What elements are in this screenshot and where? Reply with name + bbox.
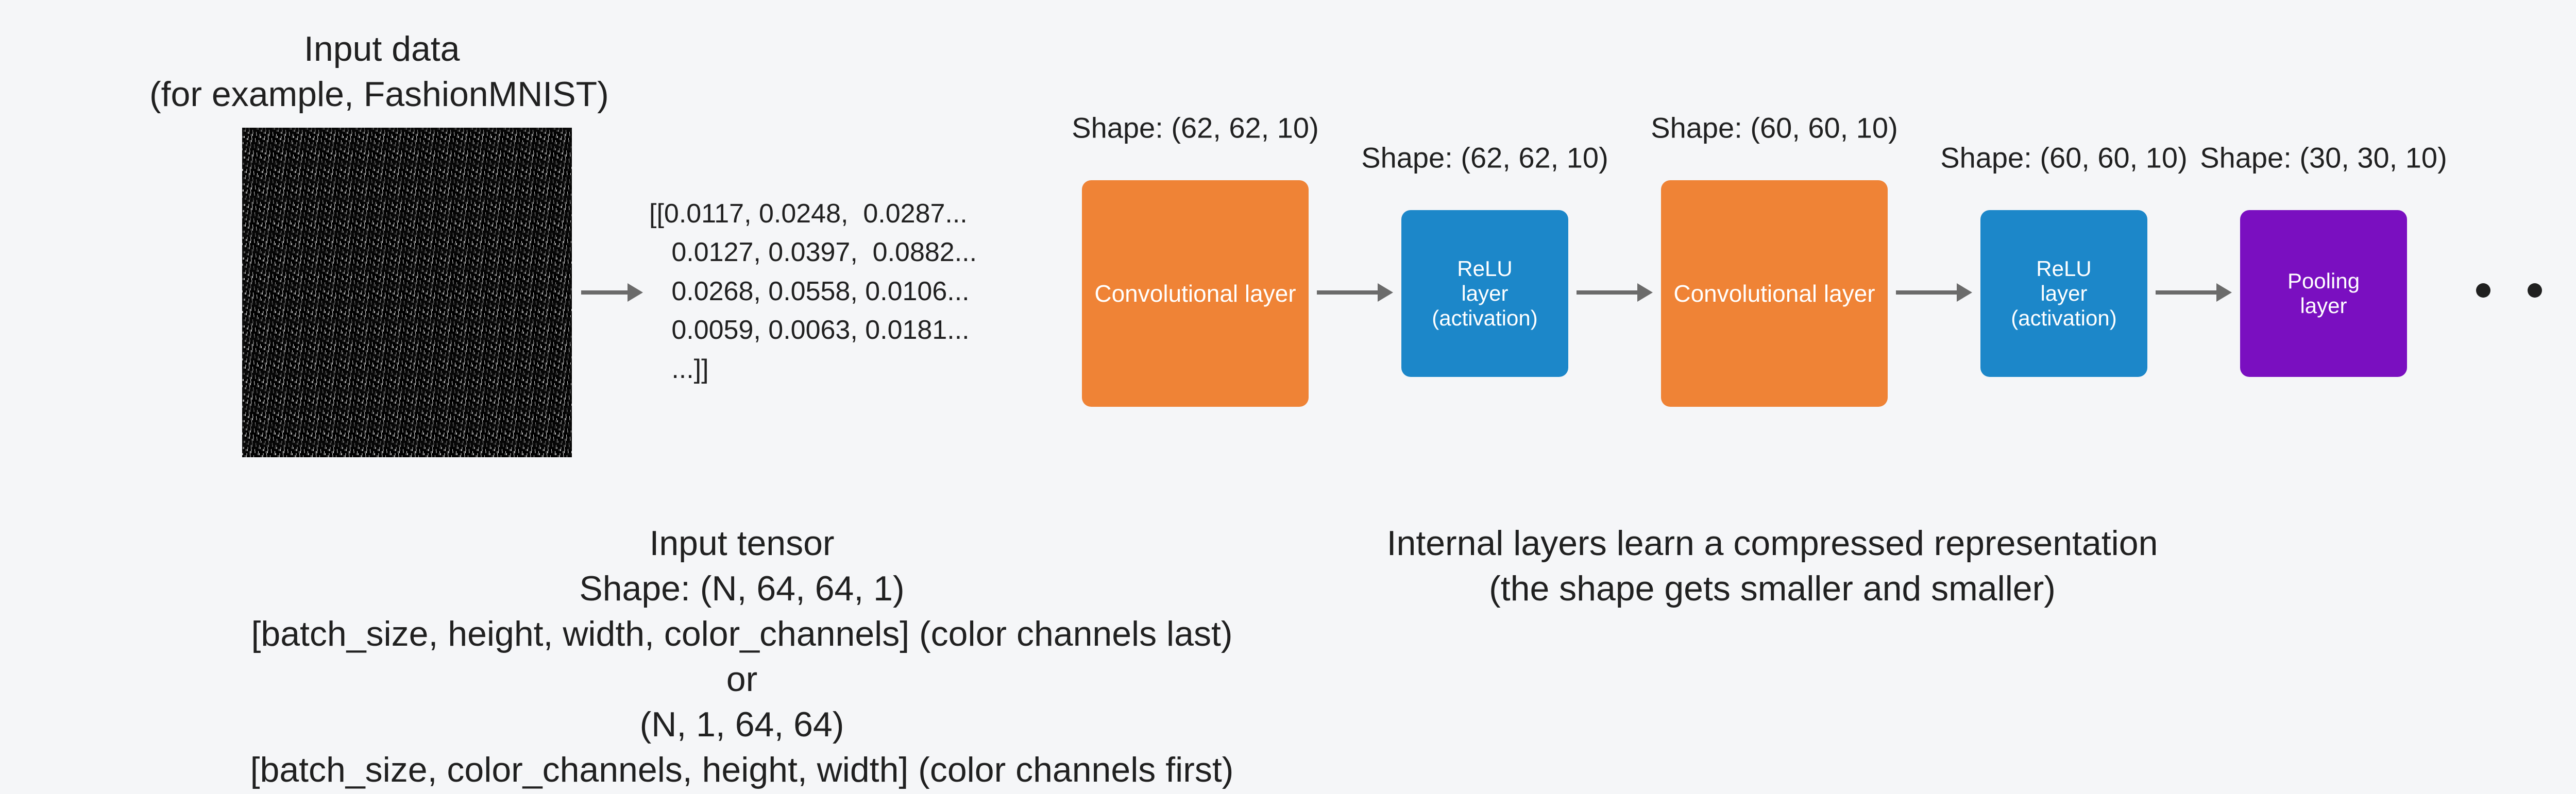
diagram-canvas: Input data(for example, FashionMNIST)[[0… — [0, 0, 2576, 779]
branch-arrows — [0, 0, 2576, 779]
